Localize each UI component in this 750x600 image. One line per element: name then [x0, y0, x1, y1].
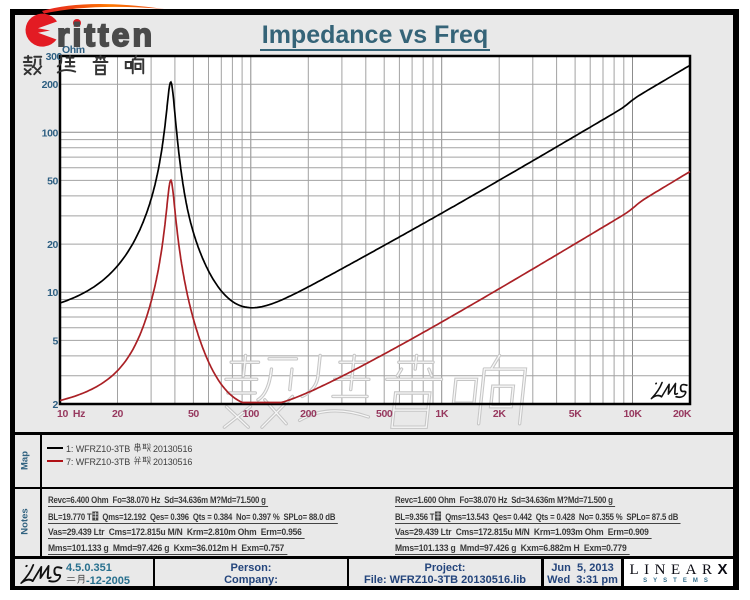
svg-text:200: 200 [300, 408, 317, 420]
svg-text:ritten: ritten [57, 17, 155, 53]
svg-text:2K: 2K [493, 408, 506, 420]
svg-text:10: 10 [47, 287, 58, 299]
svg-text:200: 200 [42, 79, 59, 91]
svg-text:20K: 20K [673, 408, 692, 420]
svg-text:100: 100 [42, 127, 59, 139]
svg-text:5K: 5K [569, 408, 582, 420]
svg-text:5: 5 [53, 335, 59, 347]
svg-text:20: 20 [112, 408, 123, 420]
svg-text:Ohm: Ohm [62, 44, 85, 56]
svg-text:10K: 10K [623, 408, 642, 420]
svg-text:10 Hz: 10 Hz [57, 408, 85, 420]
svg-text:2: 2 [53, 399, 59, 411]
svg-text:1K: 1K [435, 408, 448, 420]
svg-text:50: 50 [47, 175, 58, 187]
svg-text:500: 500 [376, 408, 393, 420]
svg-text:300: 300 [46, 51, 63, 63]
svg-text:20: 20 [47, 239, 58, 251]
svg-text:100: 100 [243, 408, 260, 420]
svg-text:50: 50 [188, 408, 199, 420]
